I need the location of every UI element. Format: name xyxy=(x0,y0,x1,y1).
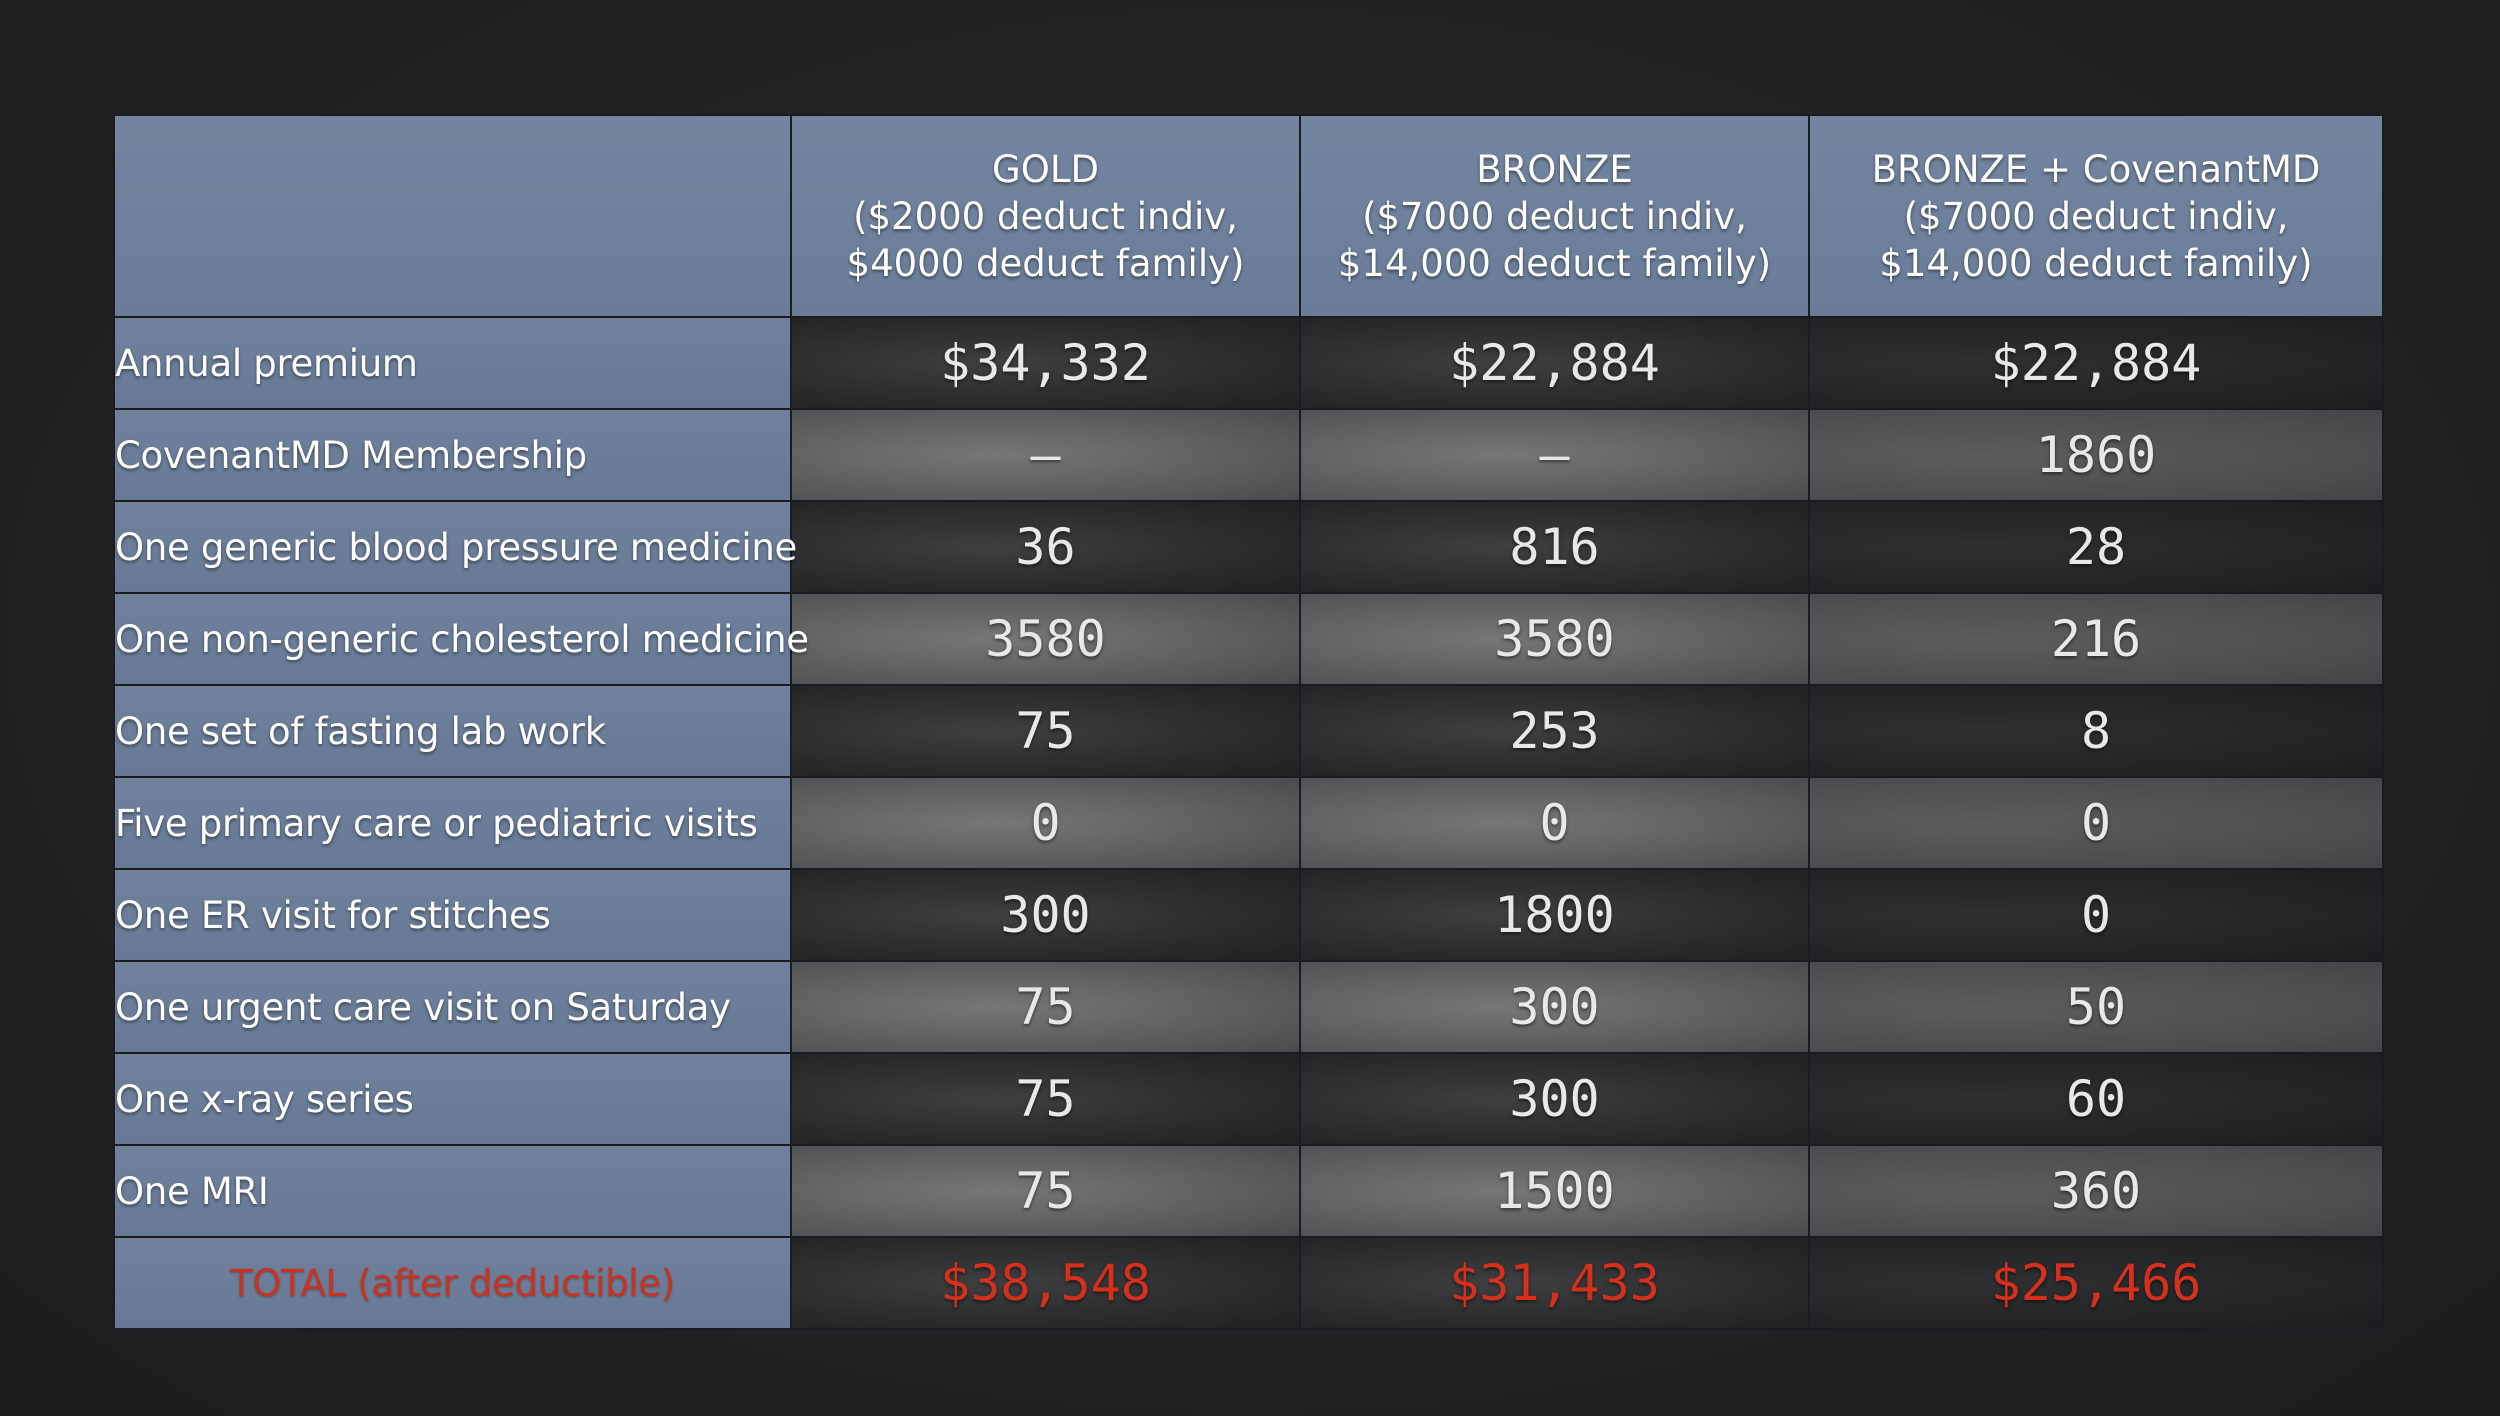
cell-bronze-covenantmd: $22,884 xyxy=(1808,316,2384,410)
table-row: One generic blood pressure medicine 36 8… xyxy=(113,500,2384,594)
cell-bronze: 1500 xyxy=(1299,1144,1810,1238)
row-label: CovenantMD Membership xyxy=(113,408,792,502)
row-label: One non-generic cholesterol medicine xyxy=(113,592,809,686)
cell-bronze: 253 xyxy=(1299,684,1810,778)
column-header-detail: $14,000 deduct family) xyxy=(1879,241,2313,285)
header-row: GOLD ($2000 deduct indiv, $4000 deduct f… xyxy=(113,114,2384,318)
cell-bronze: — xyxy=(1299,408,1810,502)
cell-bronze-covenantmd: 8 xyxy=(1808,684,2384,778)
table-row: Five primary care or pediatric visits 0 … xyxy=(113,776,2384,870)
table-row: CovenantMD Membership — — 1860 xyxy=(113,408,2384,502)
column-header-detail: ($7000 deduct indiv, xyxy=(1362,194,1747,238)
cell-bronze: 816 xyxy=(1299,500,1810,594)
cell-bronze-covenantmd: 0 xyxy=(1808,868,2384,962)
table-row: One MRI 75 1500 360 xyxy=(113,1144,2384,1238)
cell-gold: 300 xyxy=(790,868,1301,962)
cell-bronze: 300 xyxy=(1299,1052,1810,1146)
cell-gold: 75 xyxy=(790,684,1301,778)
column-header-name: BRONZE + CovenantMD xyxy=(1871,147,2321,191)
total-bronze-covenantmd: $25,466 xyxy=(1808,1236,2384,1330)
cell-bronze-covenantmd: 60 xyxy=(1808,1052,2384,1146)
column-header-name: GOLD xyxy=(992,147,1099,191)
cell-bronze-covenantmd: 216 xyxy=(1808,592,2384,686)
table-row: One non-generic cholesterol medicine 358… xyxy=(113,592,2384,686)
plan-comparison-table: GOLD ($2000 deduct indiv, $4000 deduct f… xyxy=(113,114,2384,1330)
column-header-detail: $4000 deduct family) xyxy=(846,241,1245,285)
table-row: One ER visit for stitches 300 1800 0 xyxy=(113,868,2384,962)
cell-bronze-covenantmd: 0 xyxy=(1808,776,2384,870)
column-header-detail: ($7000 deduct indiv, xyxy=(1903,194,2289,238)
row-label: One urgent care visit on Saturday xyxy=(113,960,792,1054)
cell-bronze: 300 xyxy=(1299,960,1810,1054)
header-corner-cell xyxy=(113,114,792,318)
cell-gold: 75 xyxy=(790,1144,1301,1238)
cell-gold: 3580 xyxy=(790,592,1301,686)
table-row: One urgent care visit on Saturday 75 300… xyxy=(113,960,2384,1054)
total-gold: $38,548 xyxy=(790,1236,1301,1330)
row-label: One ER visit for stitches xyxy=(113,868,792,962)
cell-gold: 36 xyxy=(790,500,1301,594)
column-header-bronze-covenantmd: BRONZE + CovenantMD ($7000 deduct indiv,… xyxy=(1808,114,2384,318)
total-bronze: $31,433 xyxy=(1299,1236,1810,1330)
cell-gold: — xyxy=(790,408,1301,502)
row-label: One generic blood pressure medicine xyxy=(113,500,797,594)
cell-gold: 75 xyxy=(790,960,1301,1054)
row-label: One MRI xyxy=(113,1144,792,1238)
total-row: TOTAL (after deductible) $38,548 $31,433… xyxy=(113,1236,2384,1330)
cell-gold: 0 xyxy=(790,776,1301,870)
row-label: Annual premium xyxy=(113,316,792,410)
cell-bronze-covenantmd: 1860 xyxy=(1808,408,2384,502)
total-label: TOTAL (after deductible) xyxy=(113,1236,792,1330)
cell-bronze: 0 xyxy=(1299,776,1810,870)
table-row: One x-ray series 75 300 60 xyxy=(113,1052,2384,1146)
cell-bronze-covenantmd: 50 xyxy=(1808,960,2384,1054)
column-header-detail: $14,000 deduct family) xyxy=(1337,241,1772,285)
cell-bronze-covenantmd: 28 xyxy=(1808,500,2384,594)
cell-bronze: 3580 xyxy=(1299,592,1810,686)
cell-gold: $34,332 xyxy=(790,316,1301,410)
row-label: One set of fasting lab work xyxy=(113,684,792,778)
cell-bronze: $22,884 xyxy=(1299,316,1810,410)
table-row: One set of fasting lab work 75 253 8 xyxy=(113,684,2384,778)
row-label: Five primary care or pediatric visits xyxy=(113,776,792,870)
column-header-bronze: BRONZE ($7000 deduct indiv, $14,000 dedu… xyxy=(1299,114,1810,318)
cell-gold: 75 xyxy=(790,1052,1301,1146)
cell-bronze-covenantmd: 360 xyxy=(1808,1144,2384,1238)
row-label: One x-ray series xyxy=(113,1052,792,1146)
table-row: Annual premium $34,332 $22,884 $22,884 xyxy=(113,316,2384,410)
column-header-name: BRONZE xyxy=(1476,147,1633,191)
column-header-detail: ($2000 deduct indiv, xyxy=(853,194,1238,238)
column-header-gold: GOLD ($2000 deduct indiv, $4000 deduct f… xyxy=(790,114,1301,318)
cell-bronze: 1800 xyxy=(1299,868,1810,962)
